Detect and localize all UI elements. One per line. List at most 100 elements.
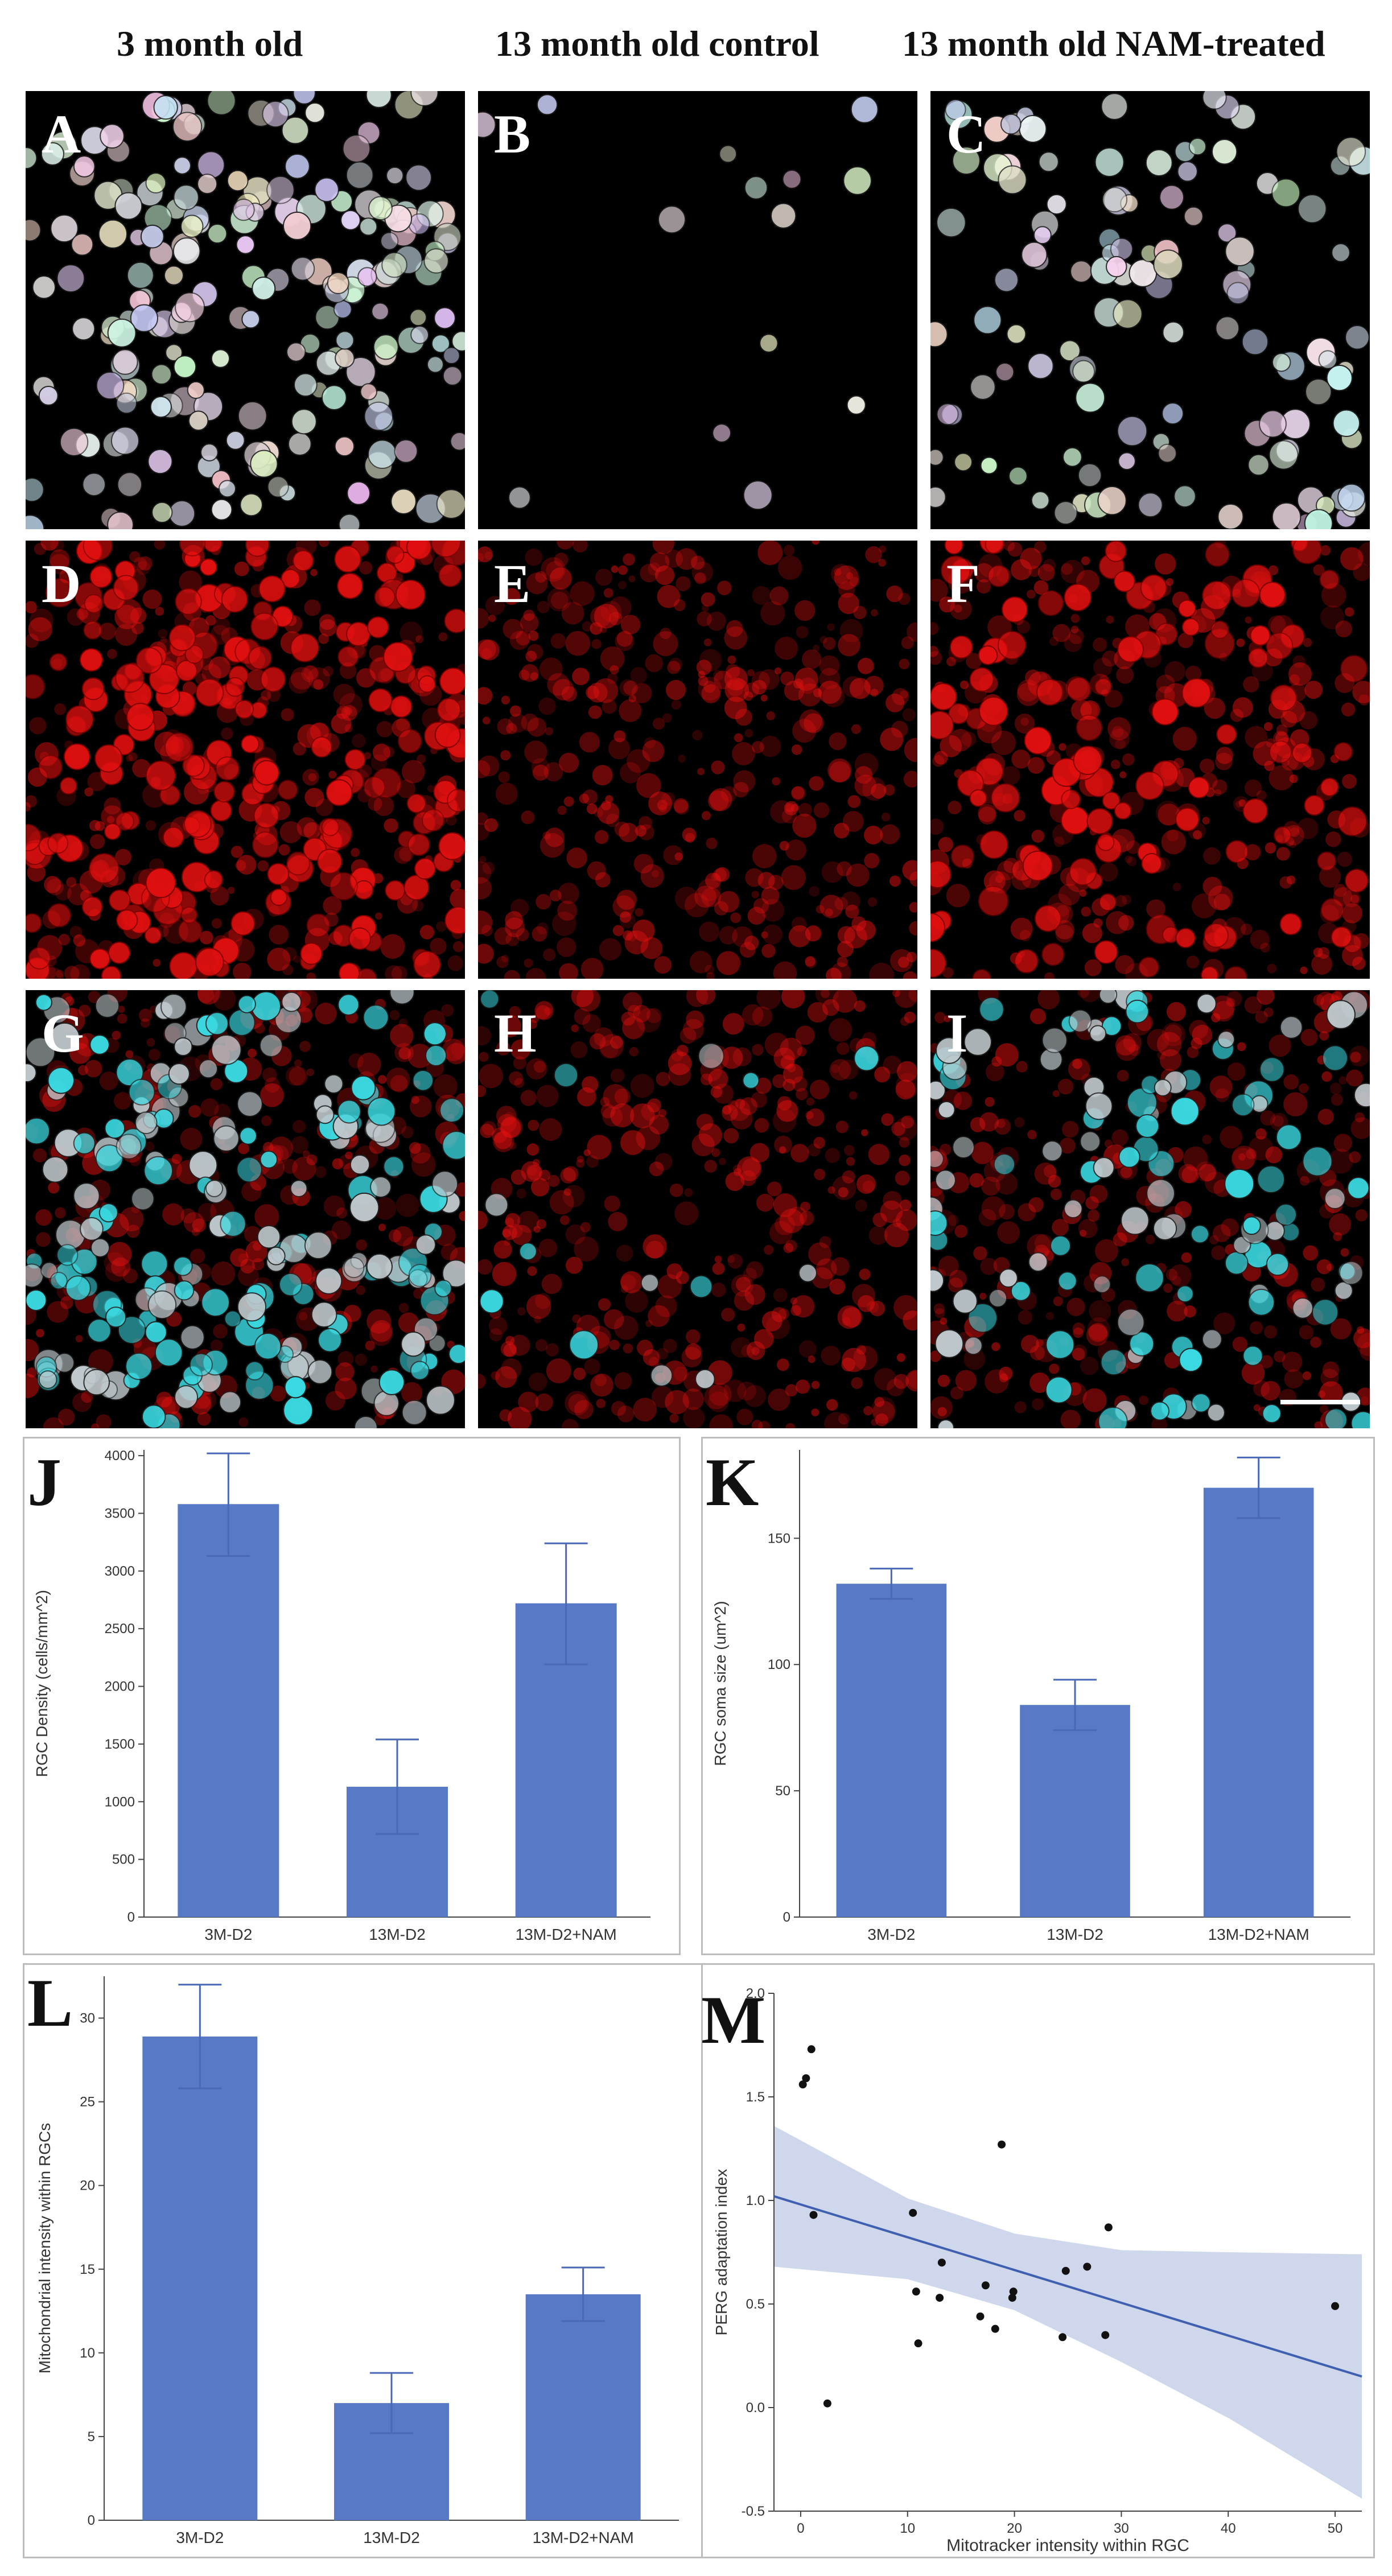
red-speckle xyxy=(535,1339,548,1351)
red-speckle xyxy=(410,1143,431,1164)
cell-soma xyxy=(930,1269,945,1292)
cell-soma xyxy=(930,321,948,348)
column-title-3-month: 3 month old xyxy=(117,23,303,64)
y-tick-label: 0.5 xyxy=(746,2297,765,2312)
cell-soma xyxy=(1008,466,1028,486)
red-speckle xyxy=(629,1047,639,1057)
red-speckle xyxy=(1185,665,1202,682)
cell-soma xyxy=(300,942,323,965)
red-speckle xyxy=(979,1292,987,1300)
red-speckle xyxy=(1189,1020,1209,1039)
red-speckle xyxy=(547,1174,560,1187)
red-speckle xyxy=(859,1268,871,1280)
red-speckle xyxy=(1250,929,1270,950)
cell-soma xyxy=(252,276,276,301)
red-speckle xyxy=(603,1309,624,1330)
red-speckle xyxy=(485,596,505,616)
cell-soma xyxy=(153,94,178,120)
cell-soma xyxy=(1340,654,1368,683)
cell-soma xyxy=(1337,806,1368,836)
red-speckle xyxy=(545,1343,559,1357)
red-speckle xyxy=(994,1118,1011,1135)
red-speckle xyxy=(26,601,37,613)
red-speckle xyxy=(1093,637,1107,652)
red-speckle xyxy=(192,1228,200,1237)
red-speckle xyxy=(614,1088,631,1105)
red-speckle xyxy=(818,681,842,704)
red-speckle xyxy=(493,1240,512,1259)
red-speckle xyxy=(752,1006,773,1027)
cell-soma xyxy=(1224,1251,1249,1275)
red-speckle xyxy=(862,1032,877,1047)
red-speckle xyxy=(1109,728,1130,749)
red-speckle xyxy=(934,751,948,765)
red-speckle xyxy=(40,541,59,551)
cell-soma xyxy=(394,439,418,463)
red-speckle xyxy=(623,930,633,941)
red-speckle xyxy=(713,670,724,681)
cell-soma xyxy=(260,1151,278,1169)
cell-soma xyxy=(277,780,298,801)
red-speckle xyxy=(1121,1258,1130,1267)
red-speckle xyxy=(1232,697,1253,718)
red-speckle xyxy=(727,679,744,696)
red-speckle xyxy=(899,658,910,670)
red-speckle xyxy=(293,742,306,756)
cell-soma xyxy=(220,1210,246,1237)
scatter-point xyxy=(976,2312,985,2321)
red-speckle xyxy=(1115,955,1134,974)
red-speckle xyxy=(773,1047,795,1069)
red-speckle xyxy=(595,1374,607,1387)
red-speckle xyxy=(398,1018,408,1028)
cell-soma xyxy=(174,1037,193,1057)
cell-soma xyxy=(1225,236,1255,266)
red-speckle xyxy=(930,645,939,657)
cell-soma xyxy=(1210,620,1229,639)
red-speckle xyxy=(205,615,216,626)
red-speckle xyxy=(153,959,161,967)
red-speckle xyxy=(1290,827,1300,837)
y-tick-label: 1.0 xyxy=(746,2193,765,2208)
red-speckle xyxy=(545,827,565,847)
red-speckle xyxy=(1232,1145,1257,1170)
cell-soma xyxy=(1150,1401,1169,1421)
red-speckle xyxy=(1276,724,1288,736)
red-speckle xyxy=(1333,1232,1342,1242)
red-speckle xyxy=(816,905,825,914)
cell-soma xyxy=(1129,259,1158,287)
red-speckle xyxy=(301,665,319,683)
cell-soma xyxy=(1097,833,1115,851)
cell-soma xyxy=(344,749,366,770)
red-speckle xyxy=(893,1374,909,1389)
cell-soma xyxy=(1202,580,1232,611)
cell-soma xyxy=(131,1186,155,1211)
cell-soma xyxy=(366,616,389,638)
cell-soma xyxy=(993,1153,1016,1176)
red-speckle xyxy=(805,925,822,942)
cell-soma xyxy=(116,1134,142,1160)
red-speckle xyxy=(521,1161,542,1182)
red-speckle xyxy=(589,1033,606,1050)
cell-soma xyxy=(211,349,230,368)
y-tick-label: 2000 xyxy=(105,1679,135,1695)
red-speckle xyxy=(536,1085,559,1107)
cell-soma xyxy=(26,219,42,242)
red-speckle xyxy=(1010,917,1033,940)
y-axis-label: RGC Density (cells/mm^2) xyxy=(33,1590,51,1777)
cell-soma xyxy=(374,586,396,608)
red-speckle xyxy=(1127,856,1137,867)
cell-soma xyxy=(154,1108,174,1129)
cell-soma xyxy=(1304,794,1325,816)
red-speckle xyxy=(676,576,691,591)
red-speckle xyxy=(783,1243,794,1254)
cell-soma xyxy=(973,306,1002,335)
red-speckle xyxy=(804,713,824,733)
cell-soma xyxy=(980,456,998,475)
cell-soma xyxy=(253,802,279,829)
red-speckle xyxy=(665,550,683,568)
cell-soma xyxy=(1024,727,1052,755)
cell-soma xyxy=(1102,187,1127,213)
red-speckle xyxy=(656,1071,670,1086)
cell-soma xyxy=(226,170,249,192)
red-speckle xyxy=(587,1135,612,1160)
